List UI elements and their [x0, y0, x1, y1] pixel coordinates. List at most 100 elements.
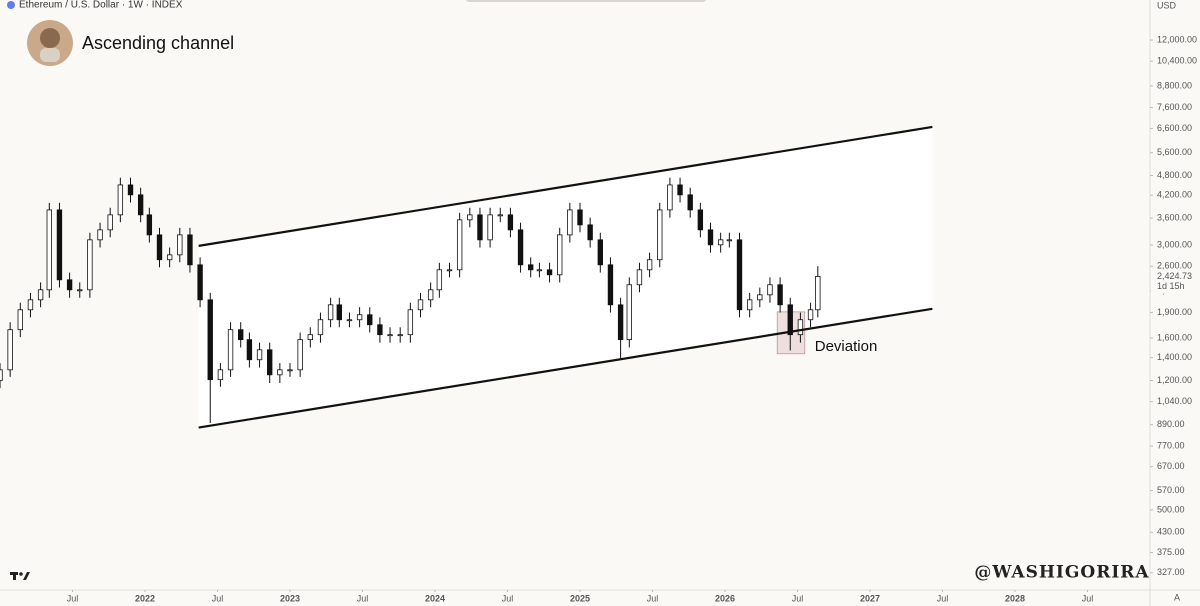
candle-body: [346, 319, 353, 322]
heading-annotation: Ascending channel: [82, 33, 234, 53]
candle-body: [557, 234, 563, 276]
currency: USD: [1157, 0, 1177, 10]
candle-body: [317, 319, 324, 336]
candle-body: [146, 214, 153, 236]
candle-body: [187, 234, 193, 266]
y-tick-label: 2,600.00: [1157, 261, 1192, 271]
candle-body: [207, 299, 213, 381]
candle-body: [166, 254, 173, 261]
x-tick-label: Jul: [1082, 593, 1094, 603]
candle-body: [536, 269, 543, 272]
candle-body: [667, 184, 673, 211]
countdown: 1d 15h: [1157, 281, 1185, 291]
candle-body: [617, 304, 624, 341]
candle-body: [46, 209, 52, 291]
y-tick-label: 3,600.00: [1157, 212, 1192, 222]
candle-body: [256, 349, 263, 361]
candle-body: [66, 279, 73, 291]
candle-body: [56, 209, 63, 281]
candle-body: [467, 214, 473, 221]
candle-body: [657, 209, 663, 261]
y-tick-label: 890.00: [1157, 419, 1185, 429]
y-tick-label: 10,400.00: [1157, 56, 1197, 66]
candle-body: [387, 334, 393, 337]
y-tick-label: 327.00: [1157, 567, 1185, 577]
avatar-body: [40, 48, 60, 62]
candle-body: [356, 314, 363, 321]
x-tick-label: Jul: [502, 593, 514, 603]
candle-body: [227, 329, 234, 371]
logo-part: [19, 572, 23, 576]
last-price-box: [1151, 269, 1200, 294]
y-tick-label: 670.00: [1157, 461, 1185, 471]
y-tick-label: 5,600.00: [1157, 147, 1192, 157]
candle-body: [517, 229, 524, 266]
candle-body: [7, 329, 13, 371]
candle-body: [456, 219, 463, 271]
channel-line: [198, 307, 933, 429]
x-tick-label: Jul: [792, 593, 804, 603]
x-tick-label: 2024: [425, 593, 445, 603]
candle-body: [436, 269, 443, 291]
candle-body: [677, 184, 683, 196]
candle-body: [746, 299, 753, 311]
candle-body: [107, 214, 113, 231]
candle-body: [497, 214, 503, 217]
candle-body: [636, 269, 643, 286]
candle-body: [797, 319, 804, 336]
eth-icon: [7, 1, 15, 9]
candle-body: [37, 289, 44, 301]
candle-body: [736, 239, 743, 311]
candle-body: [687, 194, 693, 211]
y-tick-label: 1,040.00: [1157, 396, 1192, 406]
candle-body: [17, 309, 23, 331]
y-tick-label: 1,900.00: [1157, 307, 1192, 317]
candle-body: [27, 299, 34, 311]
y-tick-label: 4,800.00: [1157, 170, 1192, 180]
logo-part: [13, 572, 16, 580]
candle-body: [767, 284, 773, 296]
y-tick-label: 7,600.00: [1157, 102, 1192, 112]
candle-body: [246, 339, 253, 361]
candle-body: [546, 269, 553, 276]
candle-body: [217, 369, 224, 381]
y-tick-label: 430.00: [1157, 527, 1185, 537]
candle-body: [177, 234, 183, 256]
candle-body: [156, 234, 163, 261]
avatar-face: [40, 28, 60, 48]
candle-body: [0, 369, 3, 381]
candle-body: [507, 214, 514, 231]
candle-body: [757, 294, 763, 301]
candle-body: [97, 229, 103, 241]
candle-body: [127, 184, 134, 196]
candle-body: [487, 214, 493, 241]
candle-body: [815, 276, 821, 311]
candle-body: [297, 339, 303, 371]
candle-body: [528, 264, 534, 271]
candle-body: [137, 194, 144, 216]
candle-body: [197, 264, 203, 301]
y-tick-label: 12,000.00: [1157, 34, 1197, 44]
y-tick-label: 570.00: [1157, 485, 1185, 495]
x-tick-label: Jul: [212, 593, 224, 603]
watermark: @WASHIGORIRA: [974, 563, 1149, 583]
candle-body: [397, 334, 403, 337]
candle-body: [626, 284, 632, 341]
candle-body: [567, 209, 573, 236]
scale-mode: A: [1174, 592, 1180, 602]
candle-body: [336, 304, 342, 321]
candle-body: [597, 239, 603, 266]
candle-body: [427, 289, 434, 301]
x-tick-label: Jul: [937, 593, 949, 603]
x-tick-label: 2028: [1005, 593, 1025, 603]
y-tick-label: 375.00: [1157, 547, 1185, 557]
y-tick-label: 3,000.00: [1157, 239, 1192, 249]
x-tick-label: Jul: [357, 593, 369, 603]
last-price-label: 2,424.73: [1157, 271, 1192, 281]
candle-body: [717, 239, 724, 246]
plot: [0, 125, 933, 429]
candle-body: [707, 229, 714, 246]
deviation-label: Deviation: [815, 338, 878, 355]
candle-body: [307, 334, 313, 341]
candle-body: [407, 309, 414, 336]
